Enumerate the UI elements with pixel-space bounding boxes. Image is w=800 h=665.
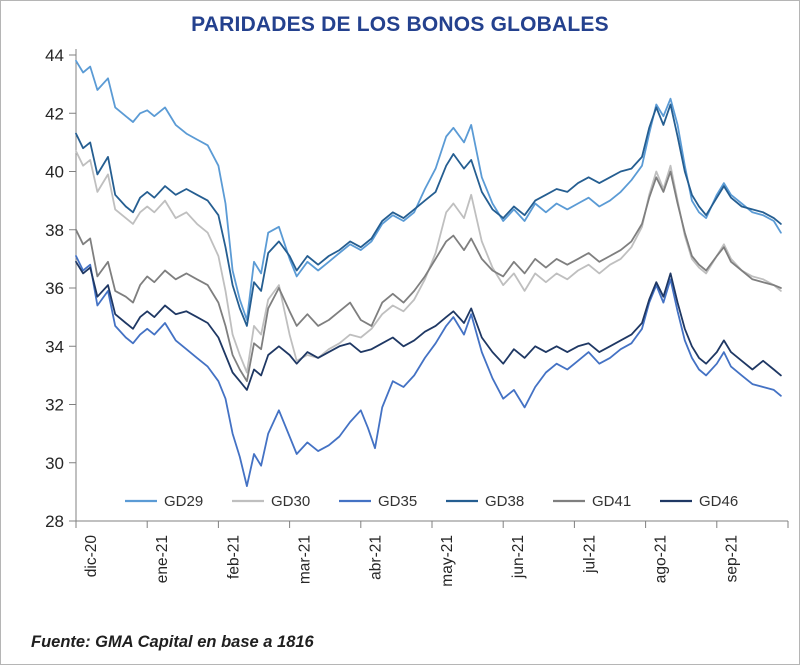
x-tick-label: ago-21 (653, 535, 670, 583)
x-tick-label: ene-21 (154, 535, 171, 583)
series-line-GD46 (75, 260, 782, 391)
x-tick-label: jun-21 (510, 535, 527, 579)
y-tick-label: 44 (45, 46, 64, 65)
chart-area: 28 30 32 34 36 38 40 42 44 dic-20 ene-21 feb-21 mar-… (1, 41, 799, 616)
series-line-GD29 (75, 59, 782, 321)
y-tick-label: 32 (45, 396, 64, 415)
series-line-GD35 (75, 255, 782, 488)
legend-label-GD46: GD46 (699, 493, 738, 510)
x-tick-label: abr-21 (368, 535, 385, 580)
x-tick-label: jul-21 (581, 535, 598, 574)
legend-label-GD35: GD35 (378, 493, 417, 510)
x-tick-label: sep-21 (724, 535, 741, 582)
legend-label-GD30: GD30 (271, 493, 310, 510)
series-line-GD30 (75, 150, 782, 374)
series-line-GD41 (75, 170, 782, 383)
x-tick-label: may-21 (439, 535, 456, 587)
y-tick-label: 30 (45, 454, 64, 473)
legend-label-GD41: GD41 (592, 493, 631, 510)
y-tick-label: 38 (45, 221, 64, 240)
series-line-GD38 (75, 103, 782, 327)
chart-title: PARIDADES DE LOS BONOS GLOBALES (191, 13, 609, 36)
y-tick-label: 42 (45, 104, 64, 123)
x-tick-label: mar-21 (297, 535, 314, 584)
legend-label-GD38: GD38 (485, 493, 524, 510)
y-tick-label: 34 (45, 337, 64, 356)
source-note: Fuente: GMA Capital en base a 1816 (31, 633, 314, 651)
x-tick-label: dic-20 (83, 535, 100, 578)
x-tick-label: feb-21 (225, 535, 242, 579)
y-tick-label: 28 (45, 512, 64, 531)
bond-parity-line-chart: 28 30 32 34 36 38 40 42 44 dic-20 ene-21 feb-21 mar-… (45, 46, 789, 587)
y-tick-label: 36 (45, 279, 64, 298)
legend-label-GD29: GD29 (164, 493, 203, 510)
y-tick-label: 40 (45, 163, 64, 182)
